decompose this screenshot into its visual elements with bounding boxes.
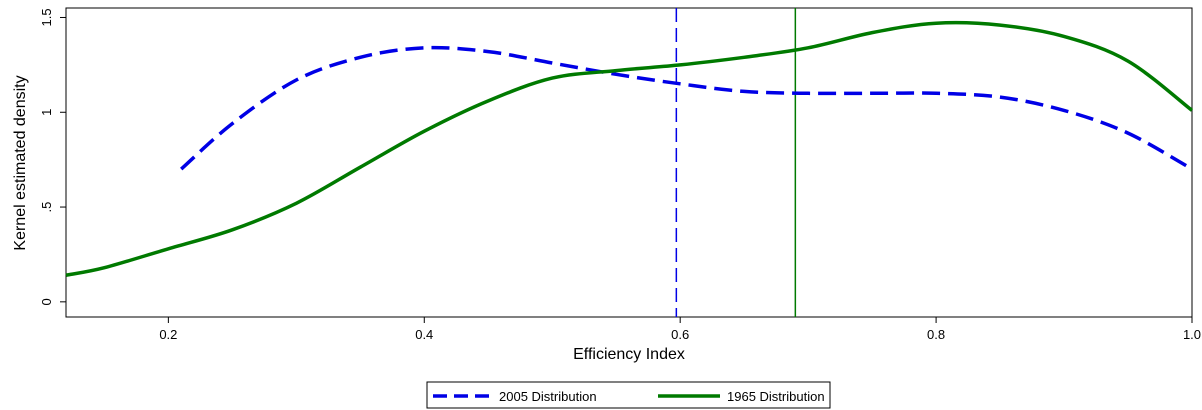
x-tick-label-3: 0.8	[927, 327, 945, 342]
legend: 2005 Distribution 1965 Distribution	[426, 381, 831, 409]
x-tick-label-1: 0.4	[415, 327, 433, 342]
y-tick-label-2: 1	[39, 109, 54, 116]
reference-lines	[675, 8, 797, 317]
y-axis-title: Kernel estimated density	[12, 75, 29, 250]
plot-frame	[65, 7, 1193, 318]
x-tick-label-4: 1.0	[1183, 327, 1201, 342]
legend-box	[426, 381, 831, 409]
y-axis: 0 .5 1 1.5	[39, 8, 66, 305]
x-tick-label-0: 0.2	[159, 327, 177, 342]
x-axis-title: Efficiency Index	[573, 346, 685, 363]
series-line-0	[180, 45, 1193, 171]
x-tick-label-2: 0.6	[671, 327, 689, 342]
y-tick-label-3: 1.5	[39, 8, 54, 26]
x-axis: 0.2 0.4 0.6 0.8 1.0	[159, 317, 1201, 342]
series-lines	[65, 20, 1194, 278]
series-line-1	[65, 20, 1194, 278]
y-tick-label-0: 0	[39, 298, 54, 305]
y-tick-label-1: .5	[39, 202, 54, 213]
legend-label-1965: 1965 Distribution	[727, 389, 825, 404]
legend-label-2005: 2005 Distribution	[499, 389, 597, 404]
